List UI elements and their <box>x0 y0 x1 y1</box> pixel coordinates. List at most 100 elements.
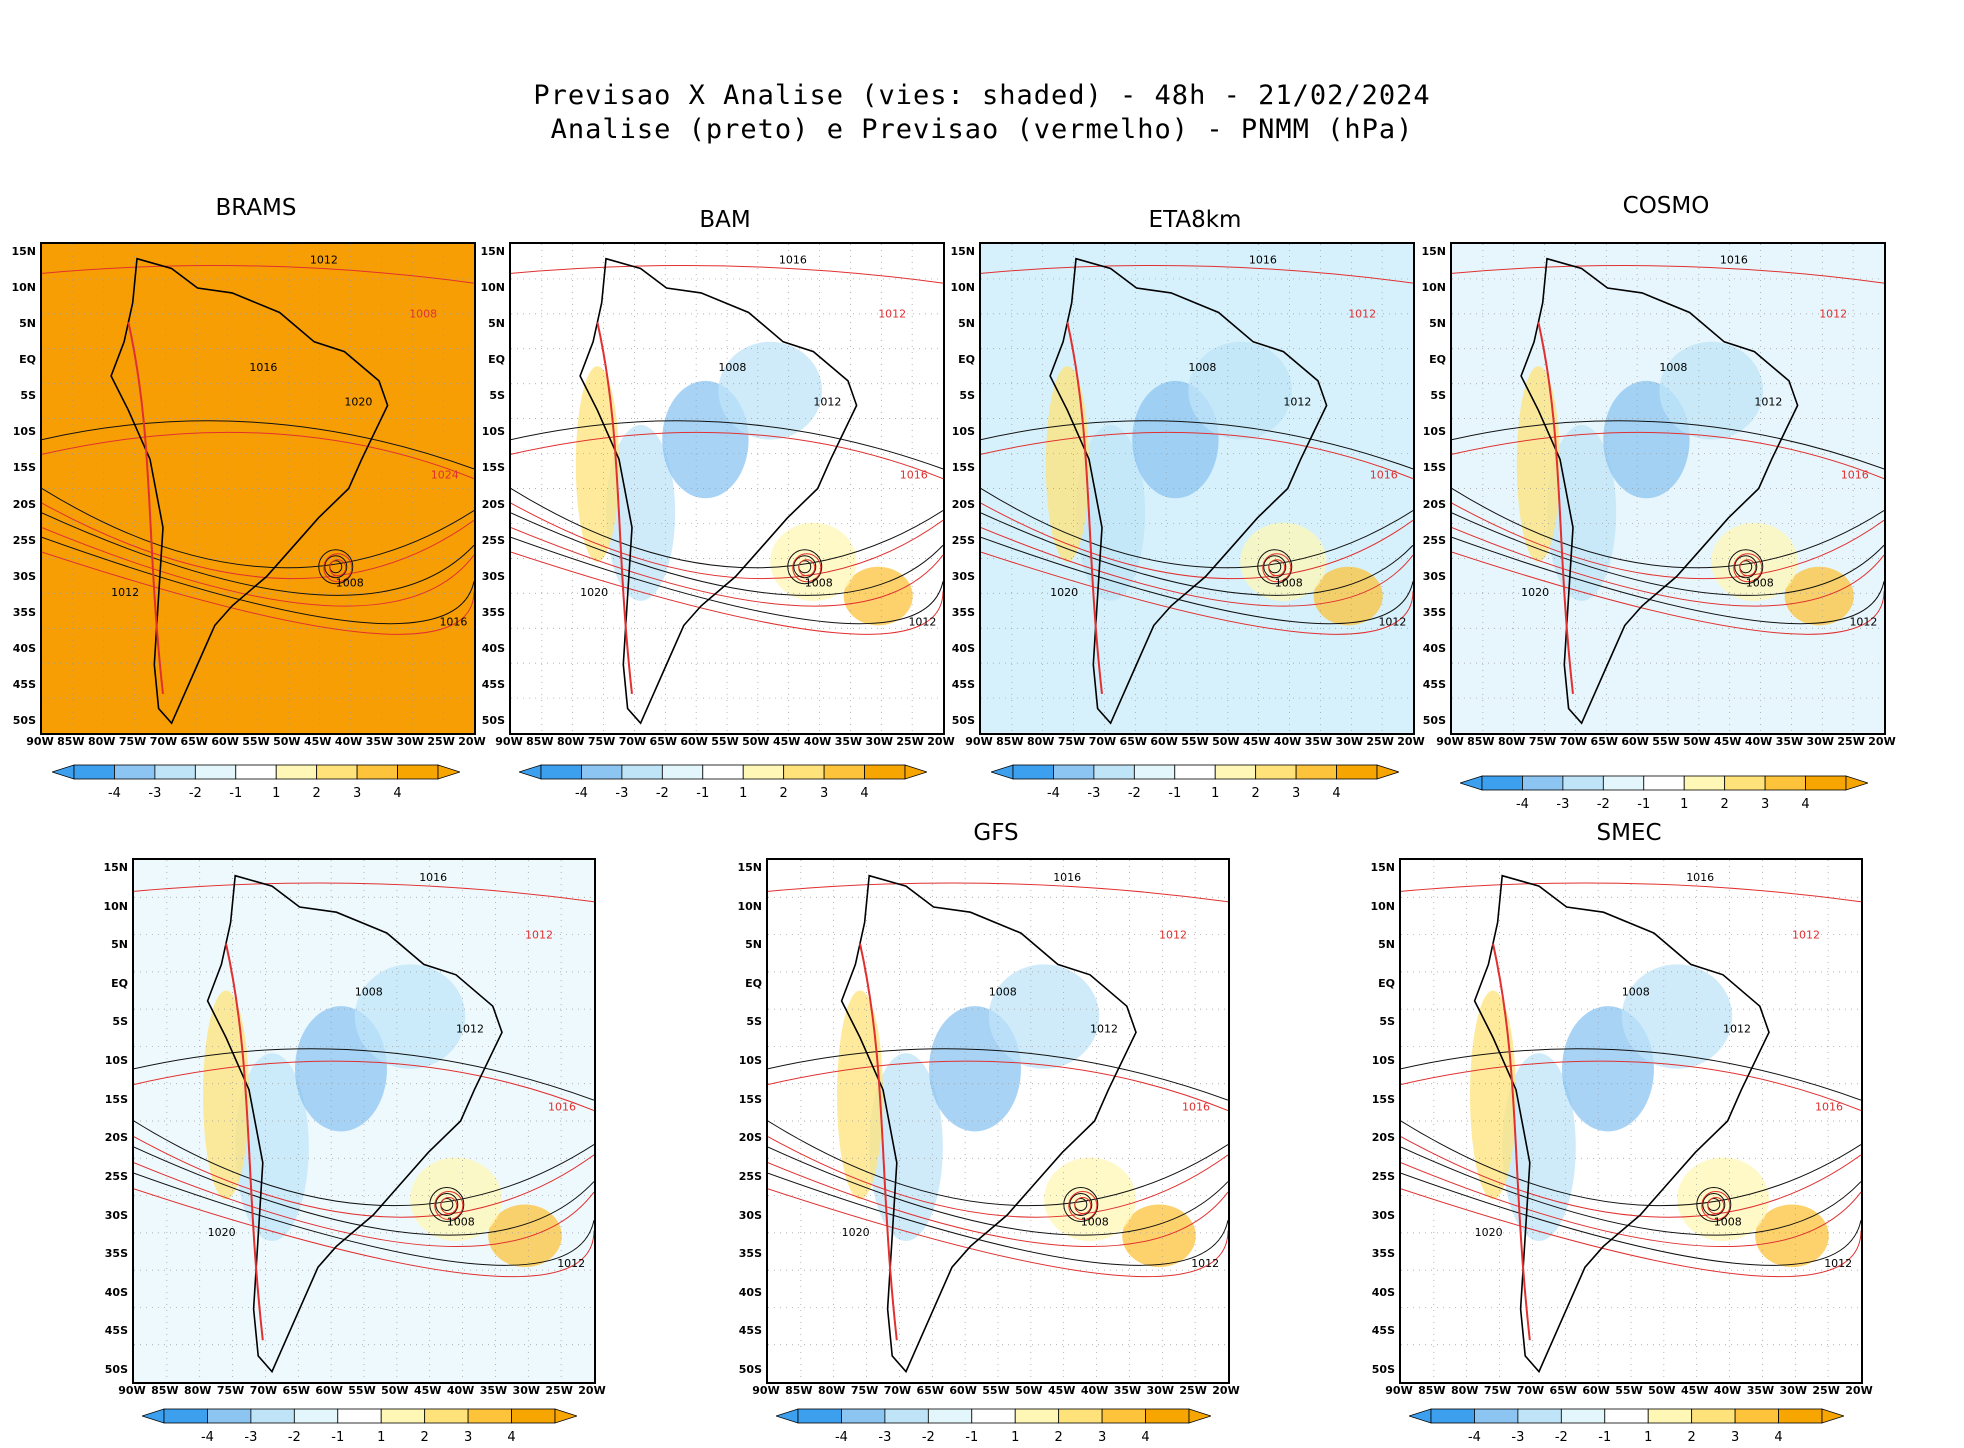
svg-text:1020: 1020 <box>1050 586 1078 599</box>
lat-label: 5N <box>958 317 975 331</box>
lon-label: 80W <box>87 735 116 748</box>
colorbar-tick: 3 <box>352 786 362 801</box>
colorbar-tick: 3 <box>1097 1430 1107 1445</box>
lat-label: 5N <box>19 317 36 331</box>
colorbar-tick: -3 <box>615 786 629 801</box>
svg-text:1016: 1016 <box>419 871 447 884</box>
map-svg-5: 1016 1012 1008 1012 1016 1008 1020 1012 <box>134 860 594 1382</box>
lat-label: 15N <box>950 245 975 258</box>
colorbar-tick: 4 <box>860 786 869 801</box>
colorbar-tick: 3 <box>819 786 829 801</box>
figure-title-line1: Previsao X Analise (vies: shaded) - 48h … <box>533 80 1431 111</box>
colorbar-tick: -1 <box>965 1430 979 1445</box>
lon-label: 20W <box>1868 735 1896 748</box>
svg-text:1012: 1012 <box>1849 615 1877 628</box>
colorbar-tick: -2 <box>655 786 669 801</box>
lat-label: 15S <box>481 461 505 475</box>
lat-label: 40S <box>1422 641 1446 655</box>
lon-label: 85W <box>151 1384 179 1397</box>
lat-label: 20S <box>1422 497 1446 511</box>
colorbar-tick: 4 <box>393 786 402 801</box>
svg-text:1016: 1016 <box>1053 871 1081 884</box>
lat-label: EQ <box>745 976 762 990</box>
lat-label: 5S <box>489 389 505 403</box>
colorbar-tick: 3 <box>1760 797 1770 812</box>
colorbar-tick: 4 <box>1141 1430 1150 1445</box>
panel-title-bam: BAM <box>699 207 751 233</box>
lat-label: 45S <box>951 677 975 691</box>
colorbar-tick: -1 <box>1598 1430 1612 1445</box>
lat-label: 5N <box>745 938 762 952</box>
svg-text:1016: 1016 <box>1249 254 1277 267</box>
map-svg-2: 1016 1012 1008 1012 1016 1008 1020 1012 <box>511 244 943 733</box>
lat-label: 45S <box>12 677 36 691</box>
lat-label: 50S <box>104 1363 128 1376</box>
colorbar-tick: 1 <box>1011 1430 1020 1445</box>
lon-label: 70W <box>1088 735 1117 748</box>
svg-text:1008: 1008 <box>1622 986 1650 999</box>
map-panel-7: 1016 1012 1008 1012 1016 1008 1020 1012 <box>1399 858 1863 1384</box>
svg-text:1012: 1012 <box>310 254 338 267</box>
lat-label: 5N <box>1378 938 1395 952</box>
svg-text:1008: 1008 <box>1275 576 1303 589</box>
colorbar-tick: -2 <box>1554 1430 1568 1445</box>
lon-label: 20W <box>578 1384 606 1397</box>
colorbar-tick: 3 <box>1730 1430 1740 1445</box>
lon-label: 85W <box>996 735 1024 748</box>
lat-label: 15S <box>1371 1092 1395 1106</box>
colorbar-tick: -1 <box>229 786 243 801</box>
lon-label: 80W <box>817 1384 846 1397</box>
lon-label: 65W <box>1590 735 1618 748</box>
lon-label: 80W <box>1450 1384 1479 1397</box>
lat-label: 30S <box>104 1208 128 1222</box>
svg-text:1008: 1008 <box>805 576 833 589</box>
lon-label: 90W <box>495 735 523 748</box>
lon-label: 60W <box>211 735 239 748</box>
svg-text:1020: 1020 <box>580 586 608 599</box>
lon-label: 40W <box>446 1384 475 1397</box>
lat-label: 15S <box>1422 461 1446 475</box>
lat-label: 10N <box>480 281 505 295</box>
figure-title-line2: Analise (preto) e Previsao (vermelho) - … <box>550 114 1414 145</box>
lat-label: EQ <box>958 353 975 367</box>
lat-label: 30S <box>1422 569 1446 583</box>
svg-text:1016: 1016 <box>249 361 277 374</box>
svg-text:1008: 1008 <box>1746 576 1774 589</box>
lon-label: 40W <box>803 735 832 748</box>
svg-text:1016: 1016 <box>1815 1101 1843 1114</box>
lon-label: 30W <box>1806 735 1834 748</box>
lon-label: 35W <box>1304 735 1333 748</box>
lon-label: 65W <box>649 735 677 748</box>
lat-label: 25S <box>951 533 975 547</box>
svg-text:1008: 1008 <box>336 576 364 589</box>
svg-text:1012: 1012 <box>1348 307 1376 320</box>
panel-title-brams: BRAMS <box>215 195 297 221</box>
map-panel-6: 1016 1012 1008 1012 1016 1008 1020 1012 <box>766 858 1230 1384</box>
lat-label: 40S <box>738 1285 762 1299</box>
colorbar-tick: -4 <box>574 786 588 801</box>
lat-label: 5S <box>746 1015 762 1029</box>
lat-label: 30S <box>951 569 975 583</box>
lat-label: EQ <box>111 976 128 990</box>
svg-text:1008: 1008 <box>447 1215 475 1228</box>
lon-label: 90W <box>1385 1384 1413 1397</box>
lat-label: 5S <box>1379 1015 1395 1029</box>
panel-title-smec: SMEC <box>1596 820 1662 846</box>
lat-label: 30S <box>12 569 36 583</box>
lon-label: 80W <box>183 1384 212 1397</box>
colorbar-tick: -2 <box>287 1430 301 1445</box>
lat-label: 30S <box>738 1208 762 1222</box>
colorbar-tick: 2 <box>1251 786 1260 801</box>
lat-label: 20S <box>481 497 505 511</box>
lat-label: 10S <box>1371 1054 1395 1068</box>
lon-label: 75W <box>1057 735 1086 748</box>
lon-label: 65W <box>1119 735 1147 748</box>
lat-label: 40S <box>951 641 975 655</box>
colorbar-tick: 1 <box>1644 1430 1653 1445</box>
lat-label: 15S <box>104 1092 128 1106</box>
svg-text:1012: 1012 <box>111 586 139 599</box>
lon-label: 60W <box>315 1384 343 1397</box>
lon-label: 85W <box>1418 1384 1446 1397</box>
colorbar-tick: -3 <box>1556 797 1570 812</box>
lon-label: 40W <box>1713 1384 1742 1397</box>
